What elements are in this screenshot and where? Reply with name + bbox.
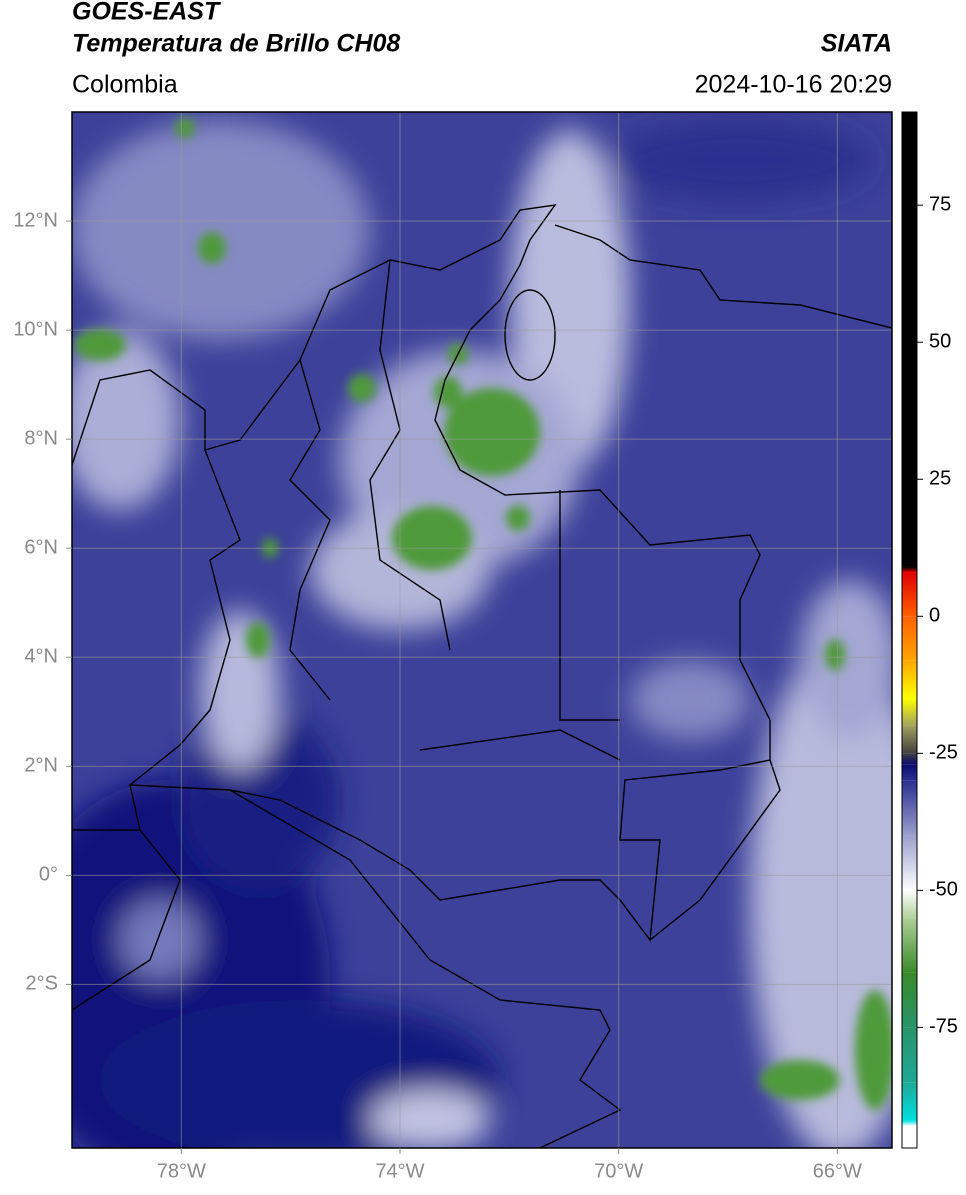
colorbar-label: -75 [929,1016,958,1038]
colorbar-frame [901,111,918,1149]
colorbar-segment [902,835,917,891]
colorbar-label: -50 [929,879,958,901]
colorbar-segment [902,917,917,973]
x-tick-label: 74°W [375,1160,424,1182]
grid [72,112,892,1148]
colorbar-segment [902,698,917,726]
colorbar-segment [902,972,917,1028]
subtitle: Temperatura de Brillo CH08 [72,30,400,58]
y-tick-label: 6°N [24,536,58,558]
colorbar-segment [902,890,917,918]
x-tick-label: 78°W [157,1160,206,1182]
y-tick-label: 0° [39,864,58,886]
x-tick-label: 70°W [594,1160,643,1182]
region: Colombia [72,71,178,99]
colorbar-label: -25 [929,742,958,764]
y-tick-label: 12°N [13,209,58,231]
map-frame [71,111,893,1149]
source: SIATA [821,30,892,58]
colorbar-segment [902,1082,917,1121]
borders [72,204,892,1148]
colorbar-segment [902,616,917,661]
y-tick-label: 2°S [26,973,58,995]
y-tick-label: 8°N [24,427,58,449]
colorbar-segment [902,780,917,836]
colorbar-label: 50 [929,331,951,353]
title: GOES-EAST [72,0,222,26]
colorbar-segment [902,572,917,617]
datetime: 2024-10-16 20:29 [695,71,892,99]
colorbar-segment [902,764,917,781]
colorbar-segment [902,566,917,573]
colorbar-segment [902,660,917,699]
x-tick-label: 66°W [813,1160,862,1182]
colorbar-segment [902,753,917,765]
colorbar-segment [902,1027,917,1083]
colorbar-segment [902,1120,917,1127]
colorbar: 75 50 25 0 -25 -50 -75 [901,111,958,1149]
colorbar-label: 25 [929,468,951,490]
y-tick-label: 10°N [13,318,58,340]
colorbar-label: 0 [929,605,940,627]
y-tick-label: 4°N [24,646,58,668]
satellite-image [72,112,892,1148]
colorbar-segment [902,112,917,567]
colorbar-segment [902,725,917,754]
y-tick-label: 2°N [24,755,58,777]
colorbar-segment [902,1126,917,1148]
colorbar-label: 75 [929,193,951,215]
